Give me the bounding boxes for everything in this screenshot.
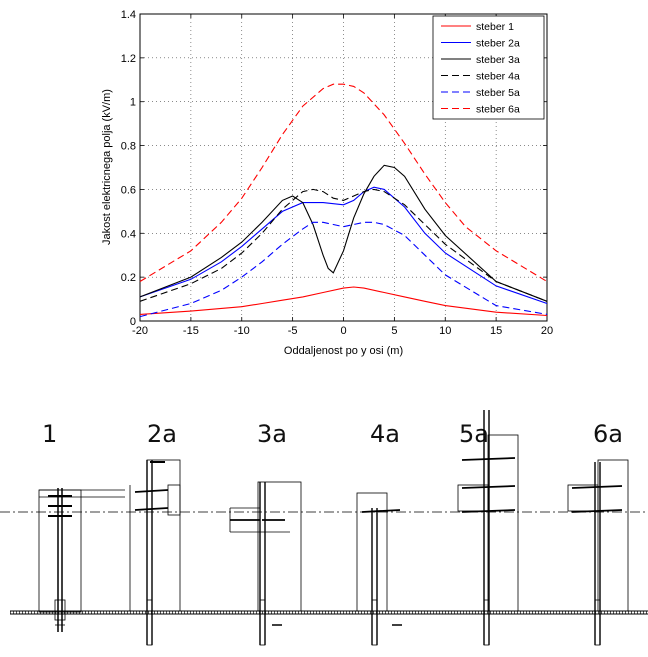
grid xyxy=(139,13,548,322)
x-tick-label: -20 xyxy=(132,325,148,337)
tower-2a-drawing xyxy=(129,459,181,646)
ground xyxy=(10,610,648,615)
tower-5a-drawing xyxy=(457,410,519,646)
legend-label: steber 1 xyxy=(476,21,514,33)
y-tick-label: 0.2 xyxy=(121,272,136,284)
tower-4a-drawing xyxy=(356,492,402,646)
y-tick-label: 1.2 xyxy=(121,53,136,65)
y-tick-label: 1 xyxy=(130,97,136,109)
x-tick-label: 10 xyxy=(439,325,451,337)
legend-label: steber 5a xyxy=(476,87,520,99)
legend: steber 1 steber 2a steber 3a steber 4a stebe… xyxy=(432,15,545,120)
y-axis-label: Jakost elektricnega polja (kV/m) xyxy=(101,89,113,245)
series-line-steber-6a xyxy=(139,83,548,282)
series-line-steber-4a xyxy=(139,188,548,302)
x-tick-label: -15 xyxy=(183,325,199,337)
tower-label-3a: 3a xyxy=(257,420,287,448)
x-axis-label: Oddaljenost po y osi (m) xyxy=(284,345,403,357)
legend-box xyxy=(432,15,545,120)
y-tick-label: 0.4 xyxy=(121,228,136,240)
y-tick-label: 0 xyxy=(130,316,136,328)
legend-label: steber 4a xyxy=(476,71,520,83)
series-line-steber-1 xyxy=(139,286,548,317)
x-tick-labels: -20 -15 -10 -5 0 5 10 15 20 xyxy=(132,325,553,337)
tower-label-4a: 4a xyxy=(370,420,400,448)
x-tick-label: 0 xyxy=(340,325,346,337)
y-tick-labels: 0 0.2 0.4 0.6 0.8 1 1.2 1.4 xyxy=(121,9,136,328)
series-line-steber-5a xyxy=(139,221,548,318)
x-tick-label: 5 xyxy=(391,325,397,337)
legend-label: steber 2a xyxy=(476,38,520,50)
x-tick-label: -5 xyxy=(288,325,298,337)
tower-label-6a: 6a xyxy=(593,420,623,448)
series-lines xyxy=(139,83,548,318)
x-tick-label: 20 xyxy=(541,325,553,337)
legend-label: steber 6a xyxy=(476,104,520,116)
legend-label: steber 3a xyxy=(476,54,520,66)
tower-label-2a: 2a xyxy=(147,420,177,448)
y-tick-label: 0.6 xyxy=(121,184,136,196)
series-line-steber-2a xyxy=(139,186,548,305)
tower-1-drawing xyxy=(38,488,125,632)
tower-label-1: 1 xyxy=(42,420,57,448)
y-tick-label: 0.8 xyxy=(121,141,136,153)
tower-3a-drawing xyxy=(229,481,302,646)
tower-6a-drawing xyxy=(567,459,629,646)
x-tick-label: -10 xyxy=(234,325,250,337)
field-strength-chart: -20 -15 -10 -5 0 5 10 15 20 0 0.2 0.4 0.6 0.8 1 1.2 1.4… xyxy=(101,9,553,357)
series-line-steber-3a xyxy=(139,164,548,302)
y-tick-label: 1.4 xyxy=(121,9,136,21)
x-tick-label: 15 xyxy=(490,325,502,337)
tower-diagrams: 1 2a 3a 4a 5a 6a xyxy=(0,410,648,646)
legend-items: steber 1 steber 2a steber 3a steber 4a stebe… xyxy=(441,21,520,116)
